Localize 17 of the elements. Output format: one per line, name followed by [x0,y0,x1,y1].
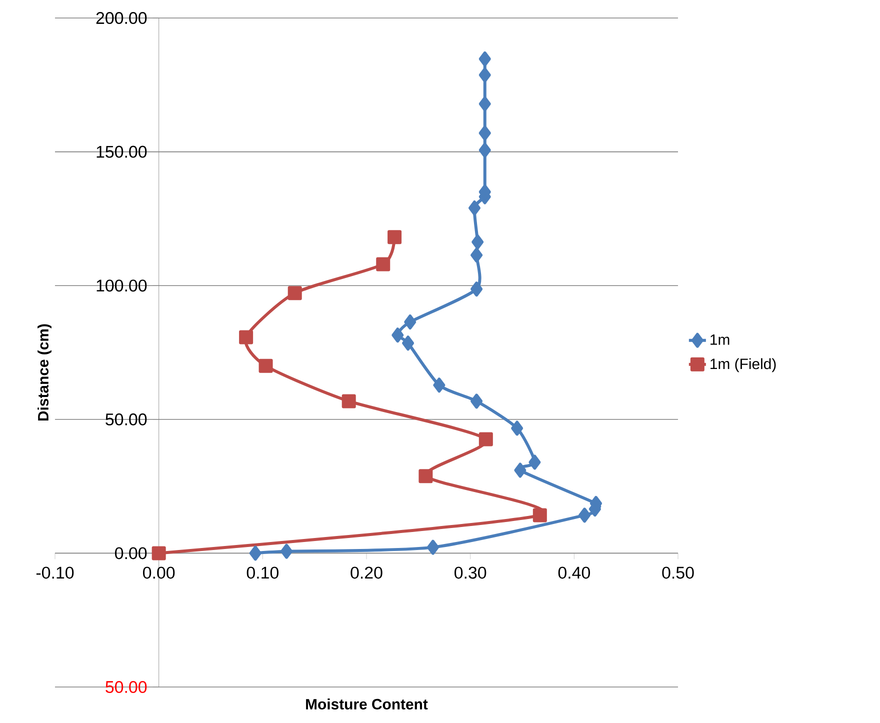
y-tick-label: 0.00 [115,547,147,560]
x-tick-label: -0.10 [36,566,74,579]
y-tick-label: 100.00 [96,280,147,292]
y-tick-label: 200.00 [96,12,147,24]
x-tick-label: 0.40 [558,566,590,579]
y-axis-title: Distance (cm) [38,324,52,420]
x-tick-label: 0.30 [454,566,486,579]
x-tick-label: 0.00 [143,566,175,579]
x-tick-label: 0.50 [662,566,694,579]
y-tick-label: 50.00 [106,681,147,693]
y-tick-label: 50.00 [106,413,147,426]
legend-label: 1m (Field) [710,358,776,372]
x-tick-label: 0.10 [246,566,278,579]
legend-label: 1m [710,334,730,345]
y-tick-label: 150.00 [96,146,147,158]
x-tick-label: 0.20 [350,566,382,579]
x-axis-title: Moisture Content [306,698,428,710]
